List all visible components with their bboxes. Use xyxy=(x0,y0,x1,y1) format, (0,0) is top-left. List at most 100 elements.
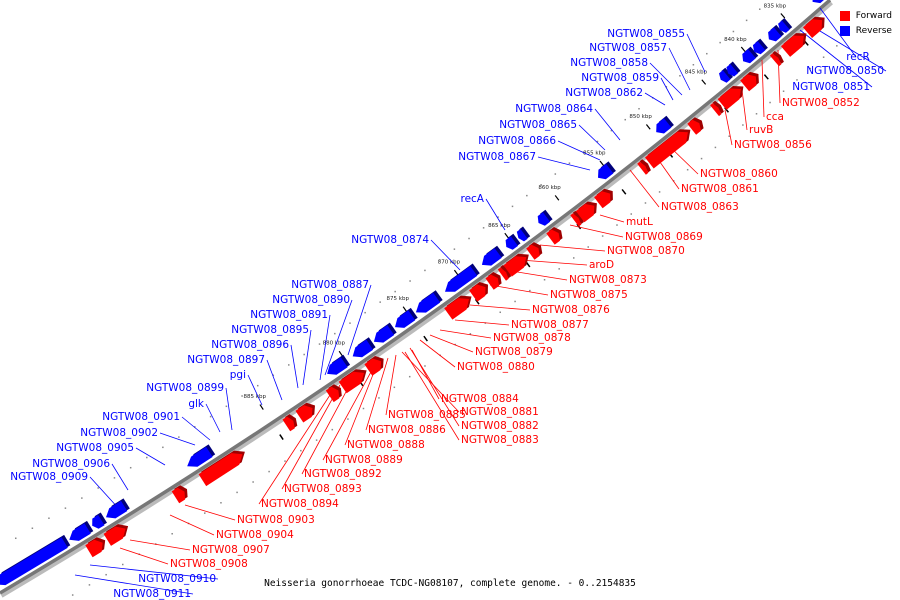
gene-label: NGTW08_0907 xyxy=(192,544,270,556)
leader-line xyxy=(557,140,601,161)
reverse-gene-arrow xyxy=(352,339,374,358)
track-dot xyxy=(540,184,542,186)
forward-gene-arrow xyxy=(497,267,509,281)
gene-label: NGTW08_0879 xyxy=(475,346,553,358)
track-dot xyxy=(178,436,180,438)
track-dot xyxy=(686,168,689,171)
track-dot xyxy=(194,426,196,428)
gene-arrow-shade xyxy=(639,159,651,173)
track-dot xyxy=(97,487,99,489)
forward-gene-arrow xyxy=(198,453,243,487)
track-dot xyxy=(424,269,426,272)
track-dot xyxy=(303,353,305,356)
track-dot xyxy=(482,227,485,229)
track-dot xyxy=(300,449,302,452)
leader-line xyxy=(668,47,691,91)
forward-gene-arrow xyxy=(575,204,595,223)
tick-mark xyxy=(780,13,786,19)
leader-line xyxy=(454,319,510,326)
track-dot xyxy=(334,332,336,335)
gene-label: NGTW08_0856 xyxy=(734,139,812,151)
track-dot xyxy=(256,384,259,387)
track-dot xyxy=(236,491,238,494)
forward-gene-arrow xyxy=(769,53,782,67)
gene-label: NGTW08_0851 xyxy=(792,81,870,93)
leader-line xyxy=(89,564,219,580)
forward-gene-arrow xyxy=(546,229,560,245)
track-dot xyxy=(679,75,681,77)
tick-label: 835 kbp xyxy=(764,3,787,9)
forward-gene-arrow xyxy=(282,416,295,432)
reverse-gene-arrow xyxy=(415,292,441,313)
leader-line xyxy=(347,284,372,356)
leader-line xyxy=(74,574,194,595)
tick-dash xyxy=(621,188,627,195)
reverse-gene-arrow xyxy=(656,118,672,134)
forward-gene-arrow xyxy=(803,19,823,38)
track-dot xyxy=(610,129,613,132)
forward-gene-arrow xyxy=(295,405,313,423)
gene-label: NGTW08_0904 xyxy=(216,529,294,541)
gene-label: NGTW08_0878 xyxy=(493,332,571,344)
leader-line xyxy=(539,244,606,252)
leader-line xyxy=(322,369,373,461)
tick-mark xyxy=(701,79,707,85)
gene-label: NGTW08_0885 xyxy=(388,409,466,421)
legend-reverse: Reverse xyxy=(839,23,892,38)
tick-dash xyxy=(279,434,284,440)
track-dot xyxy=(809,67,812,70)
forward-gene-arrow xyxy=(171,487,186,504)
track-dot xyxy=(14,537,17,540)
track-dot xyxy=(453,248,456,250)
gene-label: NGTW08_0886 xyxy=(368,424,446,436)
gene-label: NGTW08_0877 xyxy=(511,319,589,331)
tick-mark xyxy=(554,195,560,201)
reverse-gene-arrow xyxy=(187,446,213,467)
leader-line xyxy=(419,339,456,368)
gene-label: pgi xyxy=(230,369,246,381)
tick-mark xyxy=(402,306,408,312)
forward-swatch xyxy=(839,10,850,21)
track-dot xyxy=(71,594,74,596)
leader-line xyxy=(660,77,674,101)
forward-gene-arrow xyxy=(710,103,722,117)
tick-mark xyxy=(599,160,605,167)
track-dot xyxy=(706,52,708,55)
reverse-gene-arrow xyxy=(742,49,756,64)
track-dot xyxy=(209,415,212,418)
leader-line xyxy=(569,224,624,238)
reverse-gene-arrow xyxy=(768,27,782,42)
track-dot xyxy=(469,333,472,335)
gene-label: glk xyxy=(188,398,205,410)
track-dot xyxy=(782,90,785,92)
leader-line xyxy=(324,299,353,376)
gene-label: NGTW08_0909 xyxy=(10,471,88,483)
leader-line xyxy=(649,62,683,96)
track-dot xyxy=(315,439,318,441)
leader-line xyxy=(594,108,621,141)
track-dot xyxy=(64,507,67,509)
leader-line xyxy=(404,351,460,441)
gene-label: NGTW08_0908 xyxy=(170,558,248,570)
leader-line xyxy=(365,357,389,431)
reverse-gene-arrow xyxy=(598,163,614,180)
gene-label: NGTW08_0862 xyxy=(565,87,643,99)
track-dot xyxy=(700,157,703,160)
gene-label: NGTW08_0911 xyxy=(113,588,191,600)
leader-line xyxy=(119,547,169,565)
forward-gene-arrow xyxy=(570,213,582,227)
legend-reverse-label: Reverse xyxy=(855,25,892,36)
track-dot xyxy=(468,237,470,240)
gene-label: NGTW08_0860 xyxy=(700,168,778,180)
tick-mark xyxy=(338,350,344,357)
gene-label: recR xyxy=(846,51,870,63)
track-dot xyxy=(121,563,124,566)
reverse-gene-arrow xyxy=(537,212,551,226)
track-dot xyxy=(48,517,50,519)
reverse-gene-arrow xyxy=(69,523,91,541)
leader-line xyxy=(469,304,531,311)
track-dot xyxy=(497,216,499,218)
leader-line xyxy=(205,403,221,433)
track-dot xyxy=(171,532,173,535)
